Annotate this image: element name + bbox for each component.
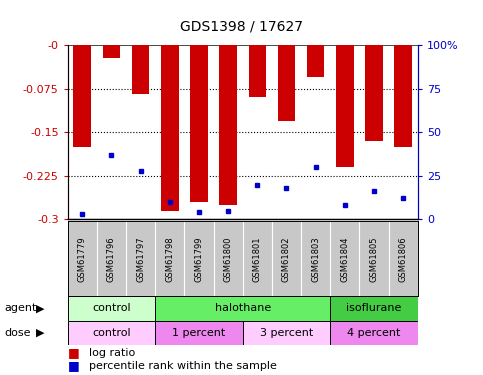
Text: GSM61798: GSM61798 (165, 236, 174, 282)
Bar (336, 45, 354, 167)
Text: GSM61797: GSM61797 (136, 236, 145, 282)
Bar (365, 45, 383, 141)
Text: GSM61804: GSM61804 (341, 236, 349, 282)
Bar (249, 45, 266, 98)
Text: ▶: ▶ (36, 328, 45, 338)
Text: ■: ■ (68, 359, 79, 372)
Text: GSM61806: GSM61806 (398, 236, 408, 282)
Text: GSM61805: GSM61805 (369, 236, 379, 282)
Bar (161, 45, 179, 211)
Bar (278, 45, 295, 121)
Bar (307, 45, 325, 77)
Bar (73, 45, 91, 147)
Text: percentile rank within the sample: percentile rank within the sample (89, 361, 277, 370)
Bar (219, 45, 237, 205)
Text: 4 percent: 4 percent (347, 328, 401, 338)
Bar (103, 45, 120, 58)
Bar (155, 321, 242, 345)
Text: control: control (92, 328, 131, 338)
Text: GDS1398 / 17627: GDS1398 / 17627 (180, 19, 303, 33)
Text: 1 percent: 1 percent (172, 328, 226, 338)
Text: isoflurane: isoflurane (346, 303, 402, 313)
Text: ▶: ▶ (36, 303, 45, 313)
Text: GSM61779: GSM61779 (78, 236, 87, 282)
Text: 3 percent: 3 percent (260, 328, 313, 338)
Text: GSM61800: GSM61800 (224, 236, 233, 282)
Bar (190, 45, 208, 202)
Bar (330, 321, 418, 345)
Text: GSM61802: GSM61802 (282, 236, 291, 282)
Text: GSM61801: GSM61801 (253, 236, 262, 282)
Text: GSM61799: GSM61799 (195, 236, 203, 282)
Text: ■: ■ (68, 346, 79, 359)
Text: halothane: halothane (214, 303, 271, 313)
Text: log ratio: log ratio (89, 348, 136, 357)
Text: GSM61796: GSM61796 (107, 236, 116, 282)
Text: control: control (92, 303, 131, 313)
Text: GSM61803: GSM61803 (311, 236, 320, 282)
Bar (242, 321, 330, 345)
Bar (132, 45, 149, 94)
Bar (68, 296, 155, 321)
Bar (395, 45, 412, 147)
Bar (155, 296, 330, 321)
Text: agent: agent (5, 303, 37, 313)
Bar (330, 296, 418, 321)
Bar (68, 321, 155, 345)
Text: dose: dose (5, 328, 31, 338)
